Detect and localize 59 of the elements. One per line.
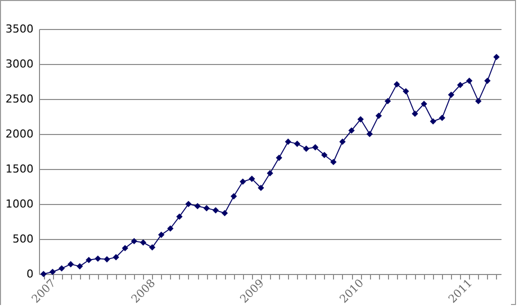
point [321,152,328,158]
point [284,138,292,145]
point [466,78,472,84]
point [348,127,355,134]
point [94,255,102,262]
point [194,202,201,210]
point [366,130,373,138]
y-tick-label: 0 [26,268,34,280]
point [430,118,436,125]
point [394,81,400,88]
point [104,256,110,262]
point [258,184,264,192]
point [158,232,164,238]
point [68,261,74,268]
point [357,116,364,122]
point [40,270,47,278]
point [294,140,300,147]
point [222,210,228,216]
point [240,178,246,185]
y-tick-label: 3500 [6,22,34,36]
point [420,100,428,108]
point [230,193,237,200]
y-tick-label: 500 [12,232,34,246]
point [376,112,382,119]
point [266,170,274,176]
y-tick-label: 2000 [6,128,34,140]
point [149,244,156,251]
point [402,88,410,94]
point [412,110,418,117]
point [167,225,174,232]
point [212,207,219,214]
point [176,213,183,220]
point [384,98,391,104]
point [140,239,146,246]
y-tick-label: 3000 [6,58,34,70]
point [49,268,56,276]
point [203,205,210,212]
y-tick-label: 2500 [6,92,34,106]
point [330,158,337,166]
point [248,176,256,182]
point [185,200,192,208]
point [448,92,454,98]
point [303,146,310,152]
point [130,238,138,244]
point [339,138,346,145]
point [76,263,83,270]
point [276,154,282,161]
point [438,114,446,122]
point [122,244,128,252]
point [86,256,92,264]
point [312,144,318,150]
point [457,82,464,88]
point [112,254,120,260]
y-tick-label: 1500 [6,162,34,176]
y-tick-label: 1000 [6,198,34,210]
point [493,54,500,60]
point [475,98,482,104]
point [484,78,491,84]
point [58,265,65,272]
